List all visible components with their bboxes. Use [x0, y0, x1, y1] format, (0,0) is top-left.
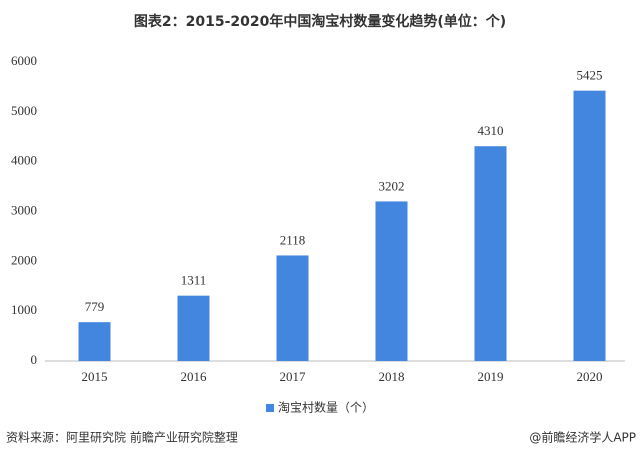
credit: @前瞻经济学人APP: [529, 430, 636, 445]
source-note: 资料来源：阿里研究院 前瞻产业研究院整理: [6, 430, 238, 445]
y-tick-label: 3000: [11, 202, 37, 217]
x-tick-label: 2018: [379, 369, 405, 384]
y-tick-label: 4000: [11, 153, 37, 168]
x-tick-label: 2020: [577, 369, 603, 384]
x-tick-label: 2015: [82, 369, 108, 384]
value-label: 2118: [280, 232, 306, 247]
x-tick-label: 2019: [478, 369, 504, 384]
bar: [375, 201, 408, 361]
value-label: 4310: [478, 123, 504, 138]
y-tick-label: 6000: [11, 53, 37, 68]
y-tick-label: 1000: [11, 302, 37, 317]
bar: [177, 295, 210, 361]
value-label: 779: [85, 299, 105, 314]
y-tick-label: 5000: [11, 103, 37, 118]
value-label: 1311: [181, 273, 207, 288]
value-label: 3202: [379, 178, 405, 193]
bar: [474, 146, 507, 361]
bar: [573, 90, 606, 361]
x-tick-label: 2017: [280, 369, 307, 384]
y-tick-label: 2000: [11, 252, 37, 267]
value-label: 5425: [577, 68, 603, 83]
legend-label: 淘宝村数量（个）: [278, 400, 374, 415]
bar: [276, 255, 309, 361]
bar: [78, 322, 111, 361]
chart-title: 图表2：2015-2020年中国淘宝村数量变化趋势(单位：个): [134, 13, 506, 30]
y-tick-label: 0: [31, 352, 38, 367]
legend-swatch: [266, 404, 274, 412]
x-tick-label: 2016: [181, 369, 208, 384]
